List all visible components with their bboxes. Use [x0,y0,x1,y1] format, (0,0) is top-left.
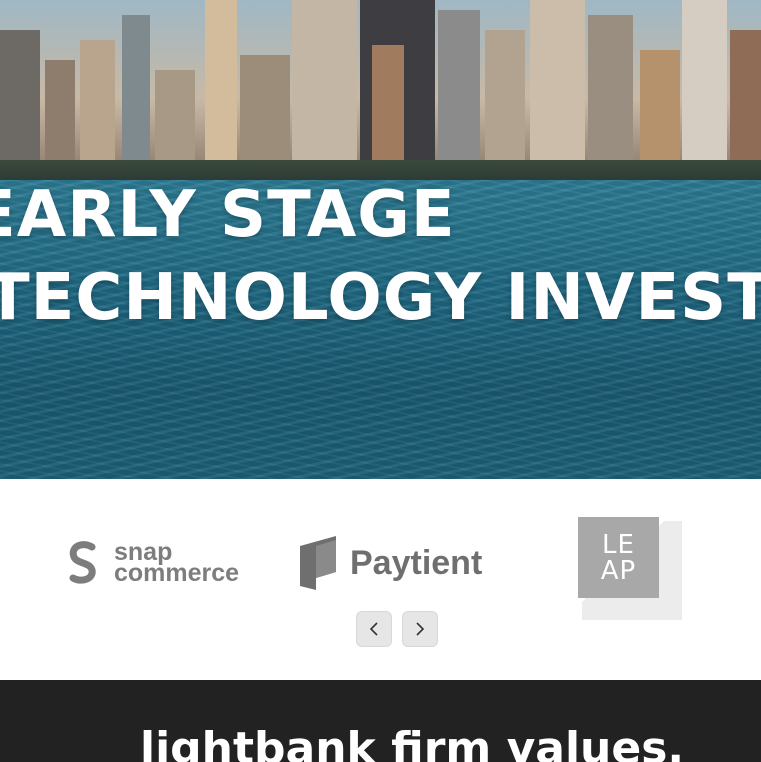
shoreline [0,160,761,182]
carousel-next-button[interactable] [402,611,438,647]
paytient-logo-icon [300,536,336,590]
snap-commerce-logo-icon [69,541,96,584]
lake-water-image [0,180,761,479]
snap-commerce-logo-line-2: commerce [114,559,240,587]
paytient-logo-text: Paytient [350,543,483,582]
hero-banner: EARLY STAGE TECHNOLOGY INVESTORS [0,0,761,479]
leap-logo-icon: LE AP [578,517,659,598]
leap-logo-line-2: AP [600,555,637,586]
chevron-left-icon [369,622,378,636]
snap-commerce-logo-line-1: snap [114,538,173,566]
firm-values-section: lightbank firm values. [0,680,761,762]
carousel-prev-button[interactable] [356,611,392,647]
leap-logo[interactable]: LE AP [578,517,682,620]
chevron-right-icon [416,622,425,636]
snap-commerce-logo[interactable]: snap commerce [66,538,240,587]
city-skyline-image [0,0,761,180]
hero-title-line-2: TECHNOLOGY INVESTORS [0,261,761,335]
hero-title-line-1: EARLY STAGE [0,178,456,252]
leap-logo-line-1: LE [602,529,635,560]
paytient-logo[interactable]: Paytient [300,536,482,590]
firm-values-heading: lightbank firm values. [140,723,685,762]
